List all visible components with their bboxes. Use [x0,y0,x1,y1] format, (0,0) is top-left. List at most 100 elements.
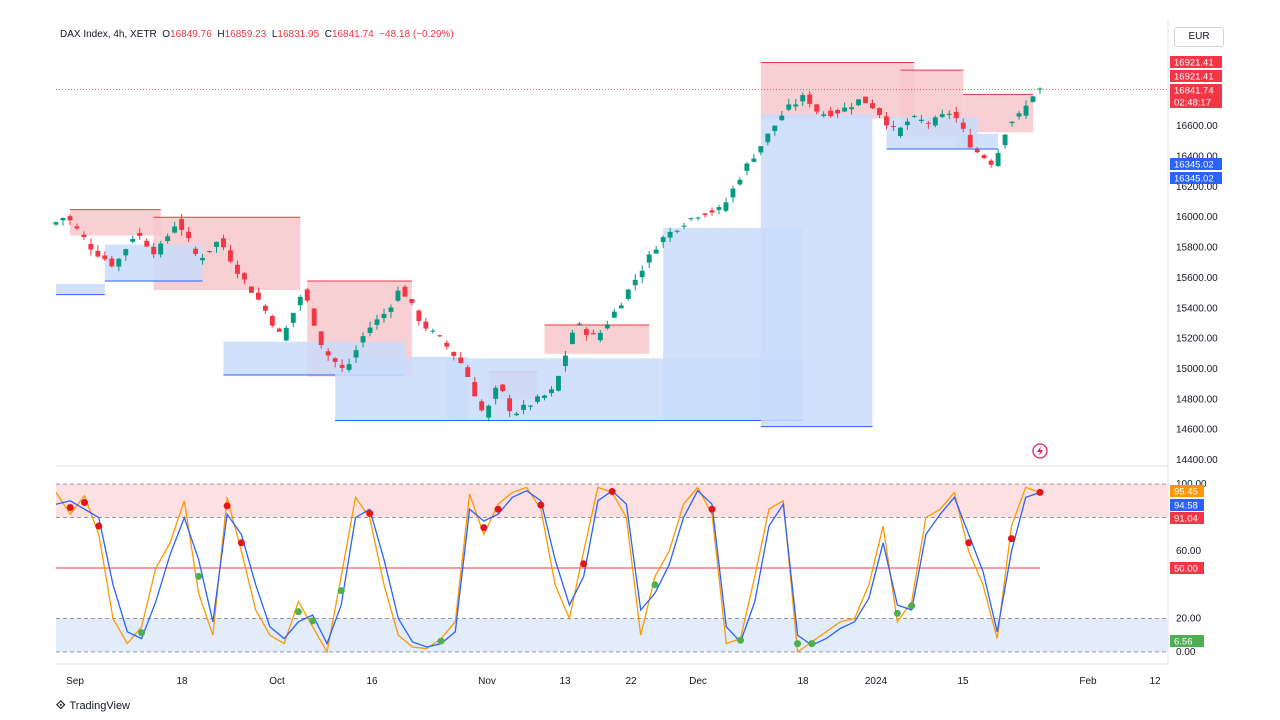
candle-body [130,238,136,242]
candle-body [842,107,848,112]
price-tag-label: 16345.02 [1174,160,1214,171]
supply-zone [544,324,650,354]
candle-body [974,149,980,153]
price-tag-label: 16921.41 [1174,72,1214,83]
price-tag: 16921.41 [1170,56,1222,69]
bearish-cross-dot [366,509,374,517]
stoch-tag-label: 91.04 [1174,514,1198,525]
candle-body [346,364,352,370]
bearish-cross-dot [95,522,103,530]
candle-body [535,396,540,402]
demand-zone [956,133,999,149]
candle-body [702,213,708,216]
candle-body [939,114,945,117]
time-axis-tick: 18 [176,676,188,687]
demand-zone [335,356,468,421]
time-axis-tick: 2024 [865,676,888,687]
price-tag-bg [1170,84,1222,96]
low-label: L [271,29,278,40]
candle-body [583,329,589,335]
candle-body [716,207,722,210]
bearish-cross-dot [494,505,502,513]
candle-body [932,117,938,126]
candle-body [563,355,568,367]
candle-body [1009,121,1015,124]
price-axis-tick: 14600.00 [1176,425,1218,436]
candle-body [632,279,638,286]
candle-body [144,240,150,247]
low-value: 16831.95 [277,29,320,40]
candle-body [911,115,917,117]
price-axis-tick: 15200.00 [1176,334,1218,345]
alert-lightning-icon [1032,443,1048,459]
candle-body [737,179,743,185]
tradingview-footer: ⟐ TradingView [56,698,130,713]
candle-body [179,219,185,230]
candle-body [172,226,178,233]
candle-body [283,327,289,341]
candle-body [395,290,401,301]
candle-body [1002,134,1008,146]
candle-body [486,405,492,418]
candle-body [751,158,757,162]
price-axis-tick: 15600.00 [1176,273,1218,284]
candle-body [74,226,80,229]
time-axis-tick: 18 [797,676,809,687]
price-axis-tick: 14400.00 [1176,455,1218,466]
candle-body [221,238,226,248]
candle-body [618,305,624,309]
bullish-cross-dot [908,602,916,610]
stoch-tag-bg [1170,562,1204,574]
close-value: 16841.74 [331,29,374,40]
candle-body [828,110,834,117]
bullish-cross-dot [309,617,317,625]
candle-body [758,146,764,153]
candle-body [423,321,429,329]
candle-body [248,286,254,293]
candle-body [88,243,94,250]
candle-body [339,364,345,368]
candle-body [81,234,87,238]
candle-body [604,324,610,329]
bearish-cross-dot [1007,535,1015,543]
high-label: H [217,29,225,40]
demand-zone [56,284,105,295]
bearish-cross-dot [580,560,588,568]
price-axis-tick: 16600.00 [1176,121,1218,132]
price-axis-tick: 16000.00 [1176,212,1218,223]
candle-body [681,225,687,227]
candle-body [402,286,408,297]
stoch-axis-tick: 0.00 [1176,647,1196,658]
currency-selector[interactable]: EUR [1174,27,1224,47]
bullish-cross-dot [195,572,203,580]
symbol-label: DAX Index, 4h, XETR [60,29,157,40]
candle-body [458,357,464,364]
candle-body [576,323,582,325]
candle-body [695,217,701,219]
time-axis-tick: 13 [559,676,571,687]
price-tag-bg [1170,96,1222,108]
price-tag-label: 16921.41 [1174,58,1214,69]
candle-body [367,327,373,333]
time-axis-tick: Sep [66,676,84,687]
candle-body [807,94,813,104]
price-tag: 16841.74 [1170,84,1222,97]
stoch-tag: 91.04 [1170,512,1204,525]
candle-body [625,289,631,299]
bullish-cross-dot [337,587,345,595]
bullish-cross-dot [138,629,146,637]
stoch-tag: 95.45 [1170,485,1204,498]
candle-body [877,108,882,116]
candle-body [821,114,827,116]
bullish-cross-dot [893,609,901,617]
candle-body [744,163,750,171]
candle-body [228,250,233,262]
candle-body [123,249,129,256]
bearish-cross-dot [537,501,545,509]
candle-body [660,237,666,243]
stoch-tag-label: 95.45 [1174,487,1198,498]
candle-body [918,119,924,122]
time-axis-tick: 12 [1149,676,1161,687]
candle-body [1037,88,1043,90]
